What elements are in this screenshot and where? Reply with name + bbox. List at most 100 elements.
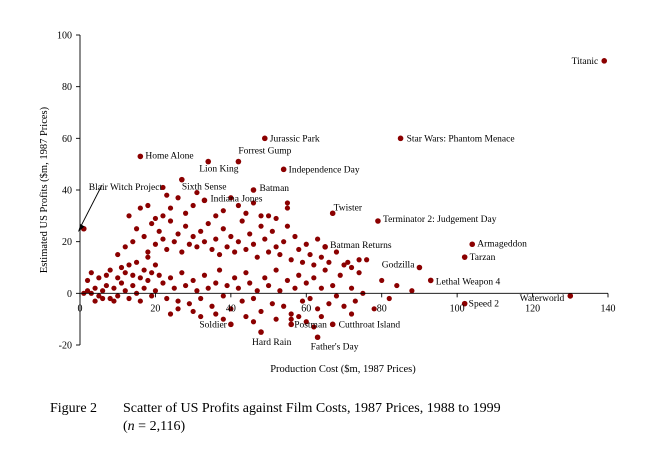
data-point <box>296 313 302 320</box>
data-point <box>386 295 392 302</box>
data-point <box>198 295 204 302</box>
labeled-data-point <box>427 277 434 284</box>
data-point <box>160 236 166 242</box>
point-label: Forrest Gump <box>238 147 291 157</box>
point-label: Twister <box>334 203 363 213</box>
labeled-data-point <box>461 300 468 307</box>
data-point <box>175 231 181 237</box>
labels-layer: Titanic Jurassic Park Star Wars: Phantom M… <box>89 57 598 352</box>
labeled-data-point <box>235 158 242 165</box>
labeled-data-point <box>329 321 336 328</box>
data-point <box>126 262 132 268</box>
data-point <box>258 213 264 219</box>
data-point <box>130 239 136 245</box>
data-point <box>356 270 362 276</box>
point-label: Sixth Sense <box>182 183 227 193</box>
data-point <box>141 285 147 291</box>
data-point <box>262 236 268 242</box>
data-point <box>239 218 245 224</box>
data-point <box>137 298 143 304</box>
y-tick-label: 80 <box>62 82 72 93</box>
data-point <box>311 275 317 281</box>
n-prefix: ( <box>123 419 128 434</box>
data-point <box>156 228 162 234</box>
data-point <box>145 254 151 260</box>
data-point <box>311 262 317 268</box>
data-point <box>220 208 226 214</box>
y-tick-label: -20 <box>59 341 72 352</box>
data-point <box>337 272 343 278</box>
data-point <box>277 251 283 258</box>
labeled-data-point <box>201 197 208 204</box>
labeled-data-point <box>258 329 264 335</box>
labeled-data-point <box>137 153 144 160</box>
data-point <box>160 213 166 219</box>
data-point <box>145 277 151 284</box>
data-point <box>250 241 257 247</box>
data-point <box>341 262 347 268</box>
x-tick-label: 0 <box>78 303 83 314</box>
point-label: Cutthroat Island <box>339 320 401 330</box>
data-point <box>348 264 355 271</box>
data-point <box>288 316 294 322</box>
data-point <box>137 275 143 281</box>
data-point <box>171 239 177 245</box>
data-point <box>198 313 204 320</box>
data-point <box>190 202 196 209</box>
data-point <box>250 200 257 206</box>
data-point <box>250 319 257 325</box>
data-point <box>311 324 317 330</box>
data-point <box>145 202 151 209</box>
x-axis-label: Production Cost ($m, 1987 Prices) <box>270 364 416 375</box>
data-point <box>292 233 298 240</box>
data-point <box>118 280 125 286</box>
data-point <box>224 282 230 289</box>
point-label: Armageddon <box>477 239 527 249</box>
data-point <box>213 236 219 242</box>
data-point <box>303 319 309 325</box>
data-point <box>318 313 324 320</box>
y-tick-label: 0 <box>67 289 72 300</box>
point-label: Star Wars: Phantom Menace <box>407 134 515 144</box>
data-point <box>288 257 294 263</box>
data-point <box>167 275 174 281</box>
labeled-data-point <box>397 135 404 142</box>
labeled-data-point <box>179 176 185 183</box>
data-point <box>194 244 200 250</box>
data-point <box>213 213 219 219</box>
labeled-data-point <box>250 187 257 193</box>
data-point <box>183 223 189 229</box>
data-point <box>265 213 272 219</box>
point-label: Indiana Jones <box>210 194 262 204</box>
data-point <box>190 308 196 315</box>
data-point <box>141 233 147 240</box>
data-point <box>281 239 287 245</box>
data-point <box>348 285 355 291</box>
data-point <box>137 205 143 211</box>
data-point <box>115 275 121 281</box>
data-point <box>152 241 159 247</box>
data-point <box>149 293 155 299</box>
data-point <box>273 215 279 222</box>
data-point <box>115 251 121 258</box>
data-point <box>122 270 128 276</box>
data-point <box>379 277 385 284</box>
data-point <box>243 270 249 276</box>
data-point <box>100 295 106 302</box>
data-point <box>265 282 272 289</box>
data-point <box>216 267 223 273</box>
data-point <box>179 270 185 276</box>
labeled-data-point <box>329 210 336 217</box>
data-point <box>333 293 340 299</box>
y-tick-label: 60 <box>62 134 72 145</box>
data-point <box>100 288 106 294</box>
data-point <box>179 249 185 255</box>
data-point <box>371 306 377 312</box>
labeled-data-point <box>567 293 574 299</box>
data-point <box>213 311 219 317</box>
data-point <box>103 272 109 278</box>
x-tick-label: 40 <box>226 303 236 314</box>
data-point <box>224 244 230 250</box>
data-point <box>258 223 264 229</box>
labeled-data-point <box>262 135 268 142</box>
